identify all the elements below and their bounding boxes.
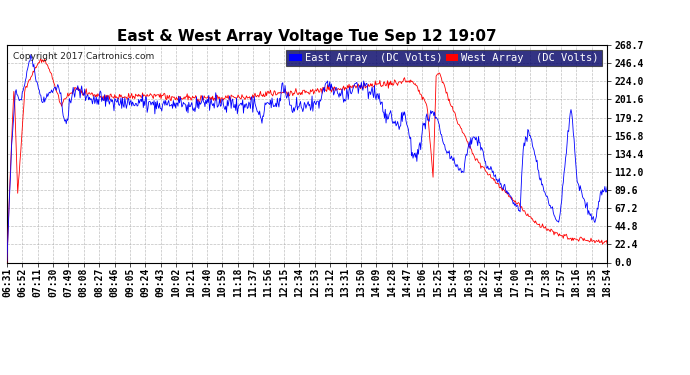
Text: Copyright 2017 Cartronics.com: Copyright 2017 Cartronics.com	[13, 51, 154, 60]
Title: East & West Array Voltage Tue Sep 12 19:07: East & West Array Voltage Tue Sep 12 19:…	[117, 29, 497, 44]
Legend: East Array  (DC Volts), West Array  (DC Volts): East Array (DC Volts), West Array (DC Vo…	[286, 50, 602, 66]
